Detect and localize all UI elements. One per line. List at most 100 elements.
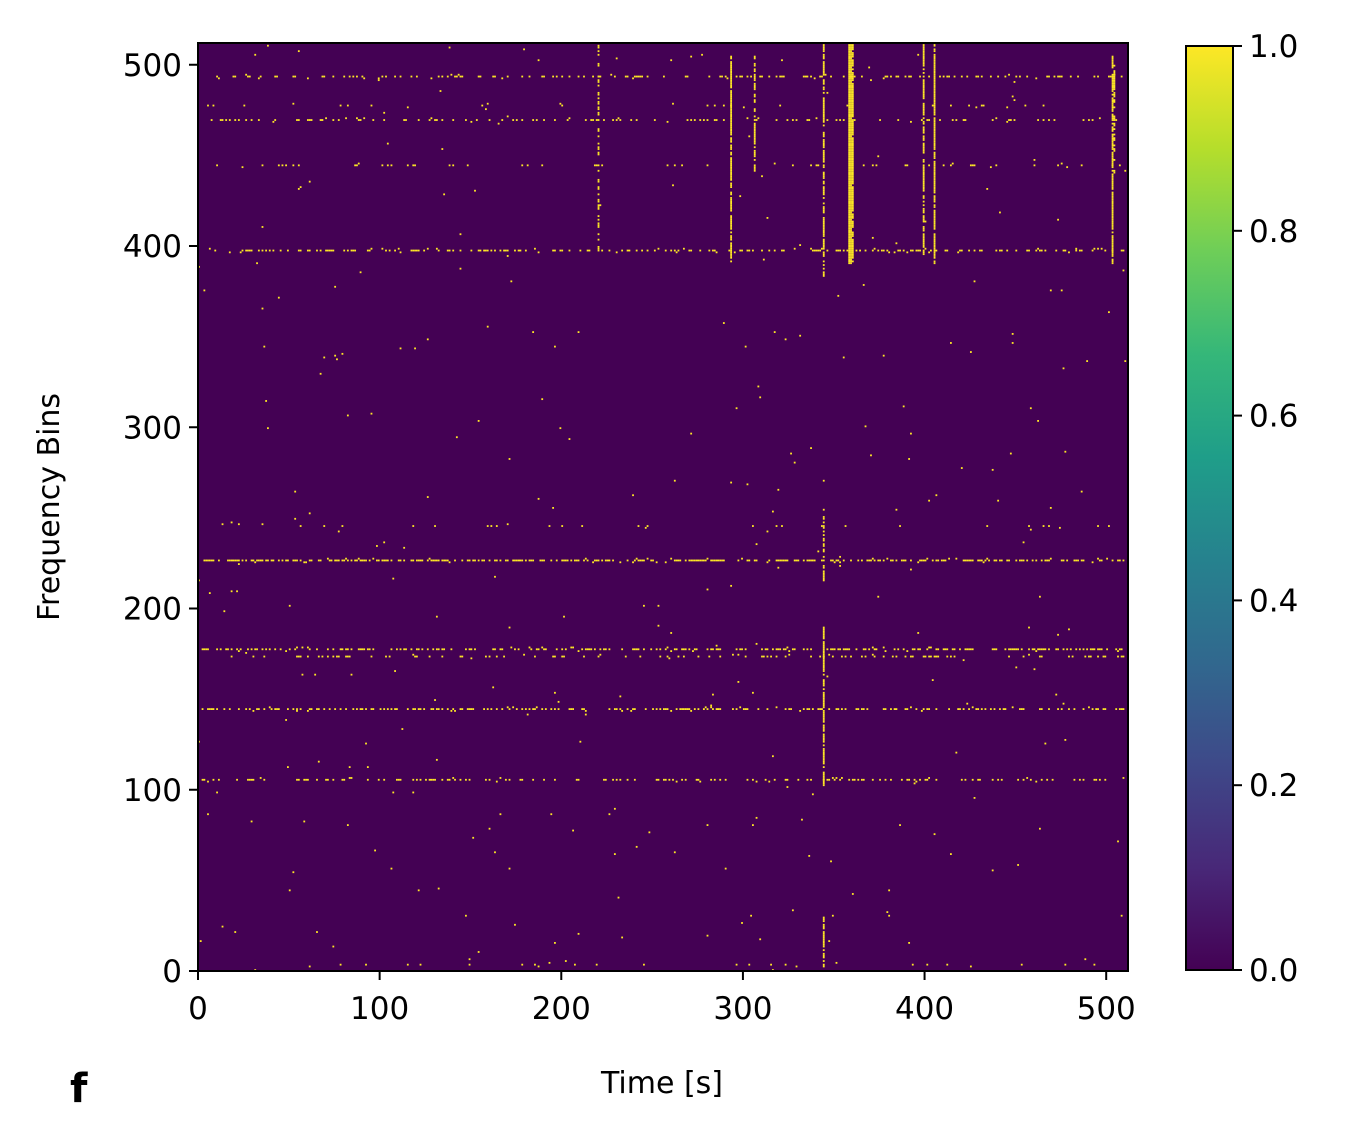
heatmap-cell bbox=[730, 222, 733, 225]
heatmap-cell bbox=[933, 101, 936, 103]
heatmap-cell bbox=[848, 117, 851, 120]
heatmap-cell bbox=[267, 559, 269, 562]
heatmap-cell bbox=[848, 249, 851, 252]
heatmap-cell bbox=[730, 178, 733, 181]
heatmap-cell bbox=[441, 559, 444, 562]
heatmap-cell bbox=[544, 708, 547, 710]
heatmap-cell bbox=[855, 648, 858, 651]
heatmap-cell bbox=[1111, 255, 1114, 257]
heatmap-cell bbox=[259, 75, 262, 78]
heatmap-cell bbox=[822, 940, 825, 942]
heatmap-cell bbox=[521, 164, 524, 167]
heatmap-cell bbox=[922, 57, 925, 60]
heatmap-cell bbox=[908, 778, 911, 781]
heatmap-cell bbox=[859, 249, 861, 252]
heatmap-cell bbox=[241, 166, 244, 169]
heatmap-cell bbox=[753, 79, 756, 82]
heatmap-cell bbox=[537, 251, 540, 254]
heatmap-cell bbox=[821, 708, 823, 710]
heatmap-cell bbox=[786, 646, 789, 649]
heatmap-cell bbox=[971, 559, 974, 562]
heatmap-cell bbox=[1015, 75, 1018, 78]
heatmap-cell bbox=[848, 182, 851, 185]
heatmap-cell bbox=[1019, 708, 1021, 710]
heatmap-cell bbox=[802, 648, 805, 651]
heatmap-cell bbox=[715, 648, 718, 651]
heatmap-cell bbox=[848, 149, 851, 152]
heatmap-cell bbox=[973, 797, 976, 799]
heatmap-cell bbox=[848, 186, 851, 188]
heatmap-cell bbox=[597, 53, 600, 56]
heatmap-cell bbox=[911, 963, 914, 966]
heatmap-cell bbox=[739, 249, 742, 252]
heatmap-cell bbox=[228, 119, 231, 121]
heatmap-cell bbox=[1113, 88, 1116, 91]
heatmap-cell bbox=[203, 289, 206, 292]
heatmap-cell bbox=[781, 559, 783, 562]
heatmap-cell bbox=[357, 119, 360, 121]
heatmap-cell bbox=[833, 648, 836, 651]
heatmap-cell bbox=[317, 655, 320, 658]
heatmap-cell bbox=[879, 559, 881, 562]
heatmap-cell bbox=[597, 79, 600, 82]
heatmap-cell bbox=[850, 153, 852, 156]
heatmap-cell bbox=[862, 778, 865, 781]
heatmap-cell bbox=[1111, 119, 1114, 121]
heatmap-cell bbox=[924, 220, 927, 223]
y-axis-label: Frequency Bins bbox=[32, 393, 67, 621]
heatmap-cell bbox=[294, 648, 297, 651]
heatmap-cell bbox=[822, 699, 825, 701]
heatmap-cell bbox=[737, 559, 740, 562]
heatmap-cell bbox=[933, 168, 936, 170]
heatmap-cell bbox=[261, 226, 264, 228]
heatmap-cell bbox=[403, 559, 406, 562]
heatmap-cell bbox=[971, 706, 974, 709]
heatmap-cell bbox=[686, 119, 689, 121]
heatmap-cell bbox=[851, 111, 854, 114]
heatmap-cell bbox=[848, 84, 851, 87]
heatmap-cell bbox=[753, 139, 756, 141]
heatmap-cell bbox=[933, 111, 936, 114]
heatmap-cell bbox=[1124, 360, 1127, 362]
heatmap-cell bbox=[570, 559, 573, 562]
heatmap-cell bbox=[877, 155, 880, 158]
heatmap-cell bbox=[933, 142, 936, 145]
heatmap-cell bbox=[922, 151, 925, 154]
heatmap-cell bbox=[615, 708, 618, 710]
heatmap-cell bbox=[437, 559, 440, 562]
heatmap-cell bbox=[755, 816, 758, 819]
heatmap-cell bbox=[935, 655, 938, 658]
heatmap-cell bbox=[1115, 648, 1118, 651]
heatmap-cell bbox=[871, 646, 874, 649]
heatmap-cell bbox=[390, 559, 393, 562]
heatmap-cell bbox=[851, 102, 854, 105]
heatmap-cell bbox=[822, 207, 825, 210]
heatmap-cell bbox=[285, 719, 288, 721]
heatmap-cell bbox=[835, 249, 838, 252]
heatmap-cell bbox=[730, 144, 733, 147]
heatmap-cell bbox=[1117, 650, 1119, 652]
heatmap-cell bbox=[986, 557, 989, 560]
heatmap-cell bbox=[1040, 648, 1043, 651]
heatmap-cell bbox=[332, 778, 335, 781]
heatmap-cell bbox=[851, 226, 854, 228]
heatmap-cell bbox=[459, 233, 462, 236]
heatmap-cell bbox=[317, 708, 320, 710]
heatmap-cell bbox=[350, 249, 353, 252]
heatmap-cell bbox=[701, 559, 703, 562]
heatmap-cell bbox=[822, 119, 825, 121]
heatmap-cell bbox=[597, 102, 600, 105]
heatmap-cell bbox=[1060, 75, 1063, 78]
heatmap-cell bbox=[357, 557, 360, 560]
heatmap-cell bbox=[452, 777, 455, 779]
heatmap-cell bbox=[446, 708, 449, 710]
heatmap-cell bbox=[848, 236, 851, 239]
heatmap-cell bbox=[597, 559, 600, 562]
heatmap-cell bbox=[831, 655, 834, 658]
heatmap-cell bbox=[732, 653, 734, 656]
heatmap-cell bbox=[227, 559, 229, 562]
heatmap-cell bbox=[742, 106, 745, 109]
heatmap-cell bbox=[626, 708, 629, 710]
heatmap-cell bbox=[715, 119, 718, 121]
heatmap-cell bbox=[806, 778, 809, 781]
